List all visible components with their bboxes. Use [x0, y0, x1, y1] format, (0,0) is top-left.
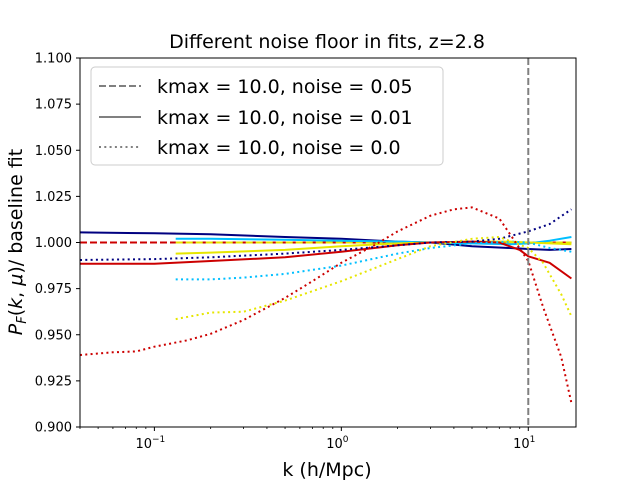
x-tick-label: 101	[513, 435, 535, 452]
legend: kmax = 10.0, noise = 0.05 kmax = 10.0, n…	[90, 66, 444, 166]
legend-label-noise-001: kmax = 10.0, noise = 0.01	[157, 107, 413, 129]
legend-box	[90, 66, 444, 166]
y-tick-label: 0.925	[35, 374, 72, 389]
x-axis-ticks: 10−1 100 101	[79, 427, 535, 452]
legend-label-noise-005: kmax = 10.0, noise = 0.05	[157, 76, 413, 98]
y-tick-label: 0.950	[35, 328, 72, 343]
y-tick-label: 0.900	[35, 421, 72, 436]
legend-label-noise-0: kmax = 10.0, noise = 0.0	[157, 137, 401, 159]
chart-title: Different noise floor in fits, z=2.8	[169, 31, 485, 53]
x-tick-label: 100	[326, 435, 349, 452]
series-line-9	[175, 236, 573, 321]
series-line-10	[80, 206, 573, 404]
y-tick-label: 0.975	[35, 282, 72, 297]
series-layer	[80, 206, 573, 404]
y-tick-label: 1.100	[35, 52, 72, 67]
y-axis-label: PF(k, μ)/ baseline fit	[5, 149, 30, 335]
y-axis-ticks: 0.900 0.925 0.950 0.975 1.000 1.025 1.050 1.075…	[35, 52, 80, 436]
y-tick-label: 1.050	[35, 144, 72, 159]
y-tick-label: 1.075	[35, 98, 72, 113]
series-line-7	[80, 208, 572, 261]
y-tick-label: 1.000	[35, 236, 72, 251]
y-tick-label: 1.025	[35, 190, 72, 205]
x-tick-label: 10−1	[135, 435, 165, 452]
x-axis-label: k (h/Mpc)	[282, 459, 371, 480]
